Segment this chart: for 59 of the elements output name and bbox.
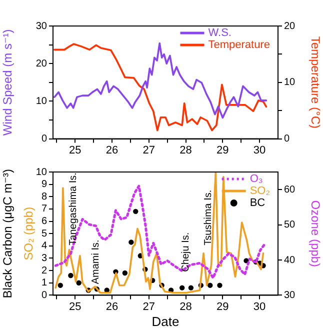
y2-tick-label: 30 xyxy=(284,290,296,301)
x-tick-label: 28 xyxy=(180,144,192,156)
x-tick-label: 25 xyxy=(69,144,82,156)
x-tick-label: 28 xyxy=(180,300,192,313)
point xyxy=(180,285,185,290)
x-tick-label: 27 xyxy=(142,300,156,313)
y-tick-label: 30 xyxy=(36,20,48,32)
legend-label: BC xyxy=(250,197,266,210)
y-tick-label: 4 xyxy=(41,240,48,252)
annotation: Tsushima Is. xyxy=(203,190,214,246)
text: SO₂ (ppb) xyxy=(21,206,36,260)
x-tick-label: 30 xyxy=(253,144,266,156)
y2-axis-title: Temperature (°C) xyxy=(308,36,322,128)
y-tick-label: 10 xyxy=(36,96,48,107)
annotation: Cheju Is. xyxy=(180,232,192,272)
y-axis-title: Wind Speed (m s⁻¹) xyxy=(0,29,15,136)
y2-tick-label: 60 xyxy=(284,184,296,196)
y-tick-label: 0 xyxy=(41,134,48,145)
y-tick-label: 9 xyxy=(41,179,48,190)
y2-tick-label: 20 xyxy=(284,20,296,32)
x-axis-title: Date xyxy=(152,314,180,329)
y2-tick-label: 10 xyxy=(284,77,296,88)
point xyxy=(58,282,63,288)
y2-tick-label: 0 xyxy=(284,134,290,145)
legend-label: W.S. xyxy=(208,27,232,40)
x-tick-label: 29 xyxy=(216,300,229,313)
x-tick-label: 26 xyxy=(106,144,118,156)
x-tick-label: 25 xyxy=(69,300,82,313)
annotation: Tanegashima Is. xyxy=(68,172,79,246)
point xyxy=(133,208,138,214)
y-axis-title: Black Carbon (μgC m⁻³) xyxy=(0,168,15,298)
point xyxy=(122,270,128,276)
y-tick-label: 2 xyxy=(41,265,48,276)
x-tick-label: 27 xyxy=(142,144,156,156)
point xyxy=(76,280,82,286)
y2-tick-label: 50 xyxy=(284,220,296,231)
y-tick-label: 1 xyxy=(41,278,48,289)
y-tick-label: 7 xyxy=(41,204,48,215)
point xyxy=(208,282,213,288)
x-tick-label: 30 xyxy=(253,300,266,313)
y-tick-label: 5 xyxy=(41,228,48,240)
y2-axis-title: Ozone (ppb) xyxy=(308,200,322,267)
x-tick-label: 26 xyxy=(106,300,118,313)
x-tick-label: 29 xyxy=(216,144,229,156)
y-tick-label: 6 xyxy=(41,216,48,228)
legend-label: Temperature xyxy=(208,39,270,52)
point xyxy=(68,272,74,278)
y-tick-label: 8 xyxy=(41,191,48,202)
annotation: Amami Is. xyxy=(90,240,102,284)
y-tick-label: 0 xyxy=(41,290,48,301)
y-tick-label: 3 xyxy=(41,252,48,264)
point xyxy=(217,282,222,288)
y-tick-label: 20 xyxy=(36,58,48,70)
point xyxy=(188,285,194,290)
y2-tick-label: 40 xyxy=(284,254,296,266)
point xyxy=(128,240,134,245)
legend-label: O₃ xyxy=(250,173,263,186)
y-tick-label: 10 xyxy=(36,166,48,178)
legend-label: SO₂ xyxy=(250,185,270,198)
